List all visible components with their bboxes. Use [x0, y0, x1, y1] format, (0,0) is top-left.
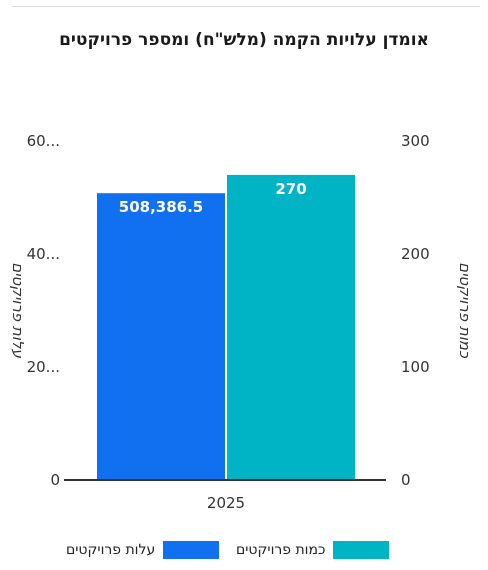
legend-swatch-count: [333, 541, 390, 559]
left-axis-ticks: 0 20... 40... 60...: [27, 132, 60, 489]
x-axis-ticks: 2025: [207, 494, 245, 512]
legend-label-cost: עלות פרויקטים: [66, 542, 156, 558]
right-tick-label: 200: [401, 245, 430, 263]
right-axis-ticks: 0 100 200 300: [401, 132, 430, 489]
legend-label-count: כמות פרויקטים: [236, 542, 326, 558]
right-axis-label: כמות פרויקטים: [456, 262, 474, 359]
top-divider: [12, 6, 480, 7]
x-tick-label: 2025: [207, 494, 245, 512]
legend-item-cost[interactable]: עלות פרויקטים: [66, 538, 220, 562]
left-axis-label: עלות פרויקטים: [9, 262, 27, 358]
legend-swatch-cost: [163, 541, 220, 559]
bar-count-2025[interactable]: [227, 174, 355, 480]
combo-bar-chart: 0 20... 40... 60... 0 100 200 300 508,386.5 270…: [9, 132, 474, 512]
right-tick-label: 100: [401, 358, 430, 376]
bars: 508,386.5 270: [97, 174, 355, 480]
left-tick-label: 40...: [27, 245, 60, 263]
chart-title: אומדן עלויות הקמה (מלש"ח) ומספר פרויקטים: [59, 30, 429, 50]
right-tick-label: 0: [401, 471, 411, 489]
data-label-cost: 508,386.5: [119, 198, 203, 216]
left-tick-label: 20...: [27, 358, 60, 376]
legend: כמות פרויקטים עלות פרויקטים: [0, 538, 488, 562]
left-tick-label: 60...: [27, 132, 60, 150]
bar-cost-2025[interactable]: [97, 193, 225, 480]
legend-item-count[interactable]: כמות פרויקטים: [236, 538, 390, 562]
right-tick-label: 300: [401, 132, 430, 150]
left-tick-label: 0: [50, 471, 60, 489]
data-label-count: 270: [275, 180, 306, 198]
